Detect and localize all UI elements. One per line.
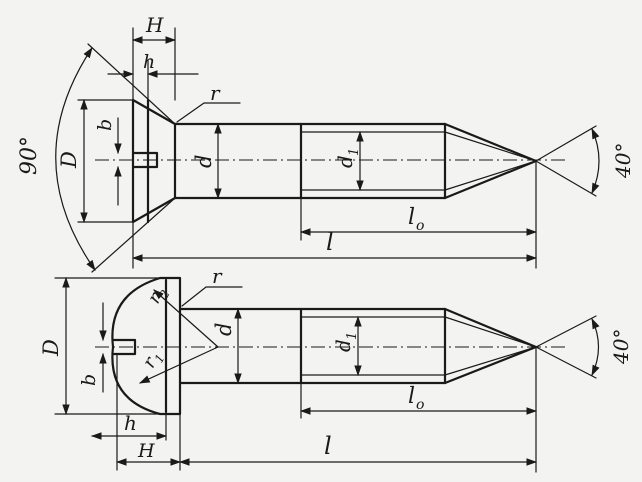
label-90deg: 90°	[17, 136, 42, 175]
label-40deg-bottom: 40°	[609, 329, 633, 365]
label-h-bottom: h	[124, 411, 137, 435]
label-d1: d 1	[333, 148, 362, 168]
label-r1: r 1	[139, 352, 168, 372]
label-h: h	[143, 51, 155, 73]
label-l0-bottom: l	[408, 384, 415, 409]
angle-ext-bottom	[91, 197, 176, 273]
tip-angle-ray-bottom	[535, 160, 597, 197]
angle-ext-top	[87, 43, 176, 125]
label-d1-sub: 1	[347, 148, 362, 156]
label-l0: l	[408, 205, 415, 230]
label-b: b	[94, 119, 116, 131]
screw-tip-2	[443, 307, 538, 385]
label-l0-sub: o	[416, 218, 424, 234]
tip-angle-ray-bottom-2	[535, 346, 597, 379]
label-40deg-top: 40°	[611, 143, 635, 179]
arc-40-bottom	[591, 318, 600, 376]
countersunk-screw-view: H h r b D d d 1 l o l 90° 40°	[17, 13, 635, 273]
label-d1-bottom-sub: 1	[345, 332, 360, 340]
label-H: H	[145, 13, 164, 37]
label-b-bottom: b	[78, 374, 100, 386]
head-slot	[131, 151, 159, 169]
arc-90	[55, 47, 96, 271]
label-d1-main: d	[333, 155, 357, 168]
screw-tip	[443, 122, 538, 200]
tip-angle-ray-top-2	[535, 315, 597, 348]
label-l: l	[326, 228, 334, 256]
label-D-bottom: D	[39, 339, 63, 357]
label-d-bottom: d	[212, 323, 236, 336]
leader-r2	[153, 289, 219, 348]
leader-r1	[139, 346, 219, 384]
label-D: D	[57, 151, 81, 169]
tip-thread-bottom-2	[444, 346, 537, 376]
roundhead-screw-view: r r 2 r 1 D b d d 1 h H l o l 40°	[39, 264, 633, 473]
arc-40-top	[591, 128, 600, 194]
label-r2: r 2	[144, 288, 173, 308]
label-l0-bottom-sub: o	[416, 397, 424, 413]
label-d1-bottom: d 1	[331, 332, 360, 352]
tip-thread-bottom	[444, 160, 537, 191]
label-r-bottom: r	[212, 264, 223, 288]
leader-r	[176, 102, 241, 123]
label-l-bottom: l	[324, 432, 332, 460]
label-r: r	[210, 81, 221, 105]
leader-r-2	[181, 286, 243, 307]
label-d: d	[192, 155, 216, 168]
label-d1-bottom-main: d	[331, 339, 355, 352]
tip-thread-top-2	[444, 316, 537, 348]
tip-angle-ray-top	[535, 125, 597, 162]
head-slot-bottom	[111, 338, 137, 356]
label-H-bottom: H	[137, 440, 155, 462]
tip-thread-top	[444, 131, 537, 162]
round-head	[111, 276, 182, 416]
